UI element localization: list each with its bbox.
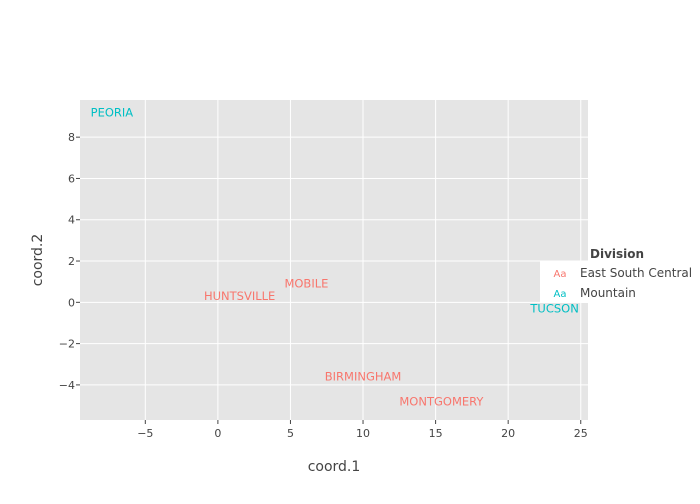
data-labels: MOBILE HUNTSVILLE BIRMINGHAM MONTGOMERY PEOR… [91,105,579,408]
x-tick-label: 25 [574,427,588,440]
data-point-label: HUNTSVILLE [204,289,275,303]
grid-lines [80,100,588,420]
y-axis-title: coord.2 [30,234,46,287]
x-tick-label: 10 [356,427,370,440]
y-tick-label: 8 [68,131,75,144]
plot-background [80,100,588,420]
x-axis-ticks: −5 0 5 10 15 20 25 [137,420,588,440]
legend-label: Mountain [580,286,636,300]
legend-symbol: Aa [554,269,567,280]
y-tick-label: −4 [59,379,75,392]
data-point-label: BIRMINGHAM [325,370,402,384]
x-axis-title: coord.1 [308,459,361,475]
data-point-label: MONTGOMERY [399,394,484,408]
legend-label: East South Central [580,266,692,280]
data-point-label: MOBILE [284,277,328,291]
y-tick-label: −2 [59,338,75,351]
y-tick-label: 4 [68,214,75,227]
x-tick-label: 5 [287,427,294,440]
x-tick-label: 0 [214,427,221,440]
legend-entries: Aa East South Central Aa Mountain [554,266,693,300]
y-tick-label: 6 [68,172,75,185]
data-point-label: TUCSON [529,302,578,316]
plot-panel [80,100,588,420]
legend: Division Aa East South Central Aa Mountain [540,247,692,303]
x-tick-label: 15 [429,427,443,440]
x-tick-label: −5 [137,427,153,440]
data-point-label: PEORIA [91,105,134,119]
legend-title: Division [590,247,644,261]
y-axis-ticks: −4 −2 0 2 4 6 8 [59,131,80,392]
y-tick-label: 2 [68,255,75,268]
y-tick-label: 0 [68,296,75,309]
legend-symbol: Aa [554,289,567,300]
x-tick-label: 20 [501,427,515,440]
legend-box [540,261,590,303]
